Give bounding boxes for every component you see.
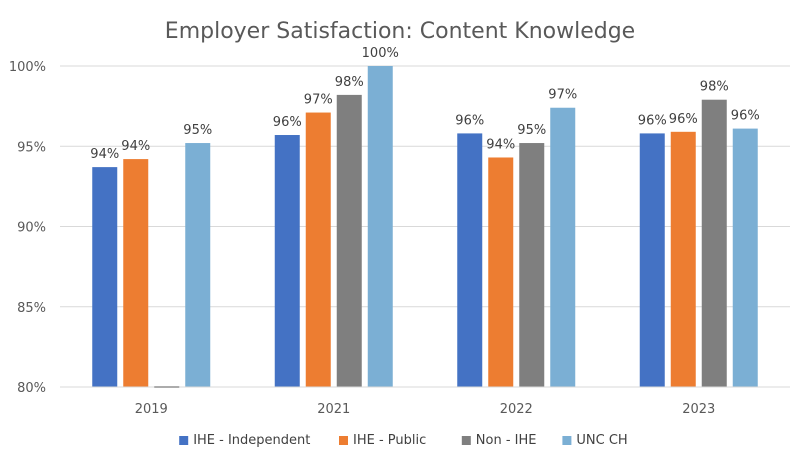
- y-tick-label: 95%: [17, 140, 46, 155]
- legend-swatch: [461, 436, 471, 445]
- x-axis: 2019 2021 2022 2023: [60, 386, 790, 417]
- legend-label: UNC CH: [576, 433, 627, 448]
- legend-swatch: [339, 436, 348, 445]
- data-label: 96%: [638, 113, 667, 128]
- y-tick-label: 90%: [17, 221, 46, 236]
- bar: [519, 143, 545, 387]
- legend-label: IHE - Public: [353, 433, 426, 448]
- data-label: 98%: [700, 80, 729, 95]
- bar: [701, 99, 727, 387]
- x-tick-label: 2019: [135, 402, 168, 417]
- bar: [92, 167, 118, 387]
- data-label: 94%: [121, 139, 150, 154]
- legend-label: Non - IHE: [476, 433, 537, 448]
- data-label: 98%: [335, 75, 364, 90]
- bars: [92, 66, 758, 388]
- x-tick-label: 2021: [317, 402, 350, 417]
- x-tick-label: 2022: [500, 402, 533, 417]
- legend-swatch: [179, 436, 189, 445]
- legend-label: IHE - Independent: [193, 433, 310, 448]
- bar: [305, 112, 331, 388]
- data-label: 96%: [273, 115, 302, 130]
- data-label: 94%: [486, 137, 515, 152]
- data-label: 94%: [90, 147, 119, 162]
- bar: [732, 128, 758, 387]
- bar: [639, 133, 665, 387]
- y-axis: 80% 85% 90% 95% 100%: [9, 60, 46, 396]
- legend: IHE - Independent IHE - Public Non - IHE UN…: [179, 433, 628, 448]
- data-label: 95%: [183, 123, 212, 138]
- data-label: 96%: [455, 113, 484, 128]
- data-label: 95%: [517, 123, 546, 138]
- legend-swatch: [562, 436, 572, 445]
- bar: [550, 107, 576, 387]
- bar: [336, 94, 362, 387]
- data-label: 96%: [731, 109, 760, 124]
- bar: [185, 143, 211, 387]
- x-tick-label: 2023: [682, 402, 715, 417]
- chart-title: Employer Satisfaction: Content Knowledge: [165, 19, 635, 44]
- data-label: 96%: [669, 112, 698, 127]
- y-tick-label: 85%: [17, 301, 46, 316]
- data-label: 97%: [304, 93, 333, 108]
- data-label: 97%: [548, 88, 577, 103]
- bar: [457, 133, 483, 387]
- y-tick-label: 80%: [17, 381, 46, 396]
- bar: [123, 159, 149, 387]
- bar: [670, 131, 696, 387]
- y-tick-label: 100%: [9, 60, 46, 75]
- bar: [488, 157, 514, 387]
- bar: [367, 66, 393, 387]
- bar: [274, 135, 300, 387]
- data-labels: 94%94%95%96%97%98%100%96%94%95%97%96% 96%…: [90, 46, 759, 162]
- data-label: 100%: [362, 46, 399, 61]
